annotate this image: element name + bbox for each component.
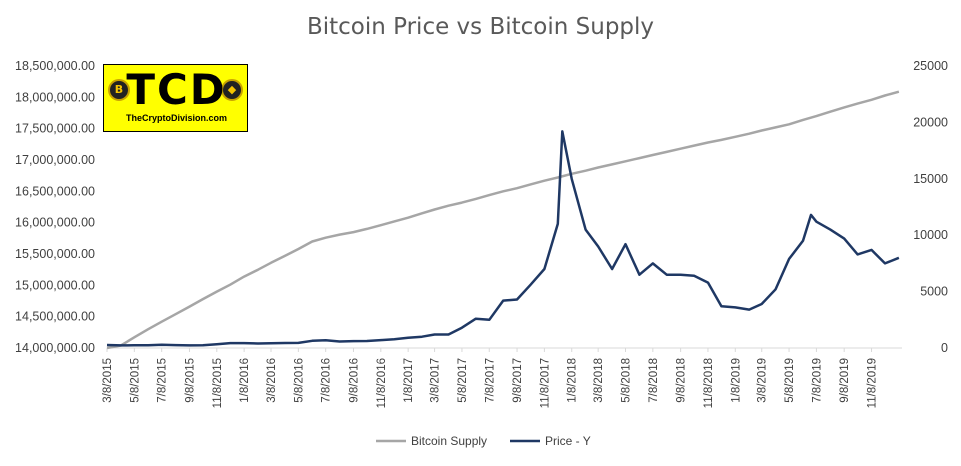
x-tick-label: 11/8/2018 [703,358,715,408]
series-line-bitcoin-supply [106,90,900,350]
x-tick-label: 3/8/2019 [757,358,769,403]
x-tick-label: 5/8/2015 [129,358,141,403]
y-left-tick-label: 15,000,000.00 [15,278,95,292]
x-tick-label: 9/8/2018 [676,358,688,403]
x-tick-label: 7/8/2017 [484,358,496,403]
x-tick-label: 5/8/2017 [457,358,469,403]
y-left-tick-label: 14,000,000.00 [15,341,95,355]
x-tick-label: 5/8/2016 [293,358,305,403]
x-tick-label: 1/8/2019 [730,358,742,403]
x-tick-label: 5/8/2018 [620,358,632,403]
y-right-tick-label: 25000 [913,59,948,73]
logo-sub-text: TheCryptoDivision.com [125,113,227,123]
x-tick-label: 7/8/2018 [648,358,660,403]
x-tick-label: 7/8/2019 [811,358,823,403]
legend: Bitcoin Supply Price - Y [376,434,591,448]
y-left-tick-label: 14,500,000.00 [15,310,95,324]
x-tick-label: 3/8/2016 [266,358,278,403]
bitcoin-coin-icon: B [108,79,130,101]
x-tick-label: 9/8/2016 [348,358,360,403]
y-left-tick-label: 16,000,000.00 [15,216,95,230]
x-tick-label: 9/8/2015 [184,358,196,403]
x-tick-label: 11/8/2017 [539,358,551,408]
series-lines [106,90,900,350]
y-left-tick-label: 16,500,000.00 [15,184,95,198]
x-tick-label: 11/8/2015 [212,358,224,408]
legend-label: Price - Y [545,434,591,448]
x-tick-label: 11/8/2016 [376,358,388,408]
y-right-tick-label: 0 [941,341,948,355]
x-tick-label: 3/8/2017 [430,358,442,403]
legend-label: Bitcoin Supply [411,434,487,448]
y-right-tick-label: 15000 [913,172,948,186]
tcd-logo: B ◆ TCD TheCryptoDivision.com [103,64,248,132]
y-left-tick-label: 18,500,000.00 [15,59,95,73]
x-tick-label: 3/8/2018 [593,358,605,403]
x-tick-label: 11/8/2019 [867,358,879,408]
y-right-tick-label: 20000 [913,115,948,129]
y-right-tick-label: 10000 [913,228,948,242]
x-tick-label: 1/8/2017 [403,358,415,403]
y-left-tick-label: 17,500,000.00 [15,122,95,136]
y-left-tick-label: 17,000,000.00 [15,153,95,167]
x-tick-label: 1/8/2018 [567,358,579,403]
series-line-price [106,130,900,347]
ethereum-coin-icon: ◆ [221,79,243,101]
axes: 14,000,000.00 14,500,000.00 15,000,000.00 1… [15,59,948,408]
x-tick-label: 9/8/2017 [512,358,524,403]
x-tick-label: 1/8/2016 [239,358,251,403]
x-tick-label: 9/8/2019 [839,358,851,403]
x-tick-label: 3/8/2015 [102,358,114,403]
x-tick-label: 7/8/2015 [157,358,169,403]
x-tick-label: 7/8/2016 [321,358,333,403]
y-right-tick-label: 5000 [920,285,948,299]
y-left-tick-label: 15,500,000.00 [15,247,95,261]
x-tick-label: 5/8/2019 [784,358,796,403]
logo-main-text: TCD [126,65,227,114]
y-left-tick-label: 18,000,000.00 [15,90,95,104]
chart-title: Bitcoin Price vs Bitcoin Supply [306,14,655,40]
